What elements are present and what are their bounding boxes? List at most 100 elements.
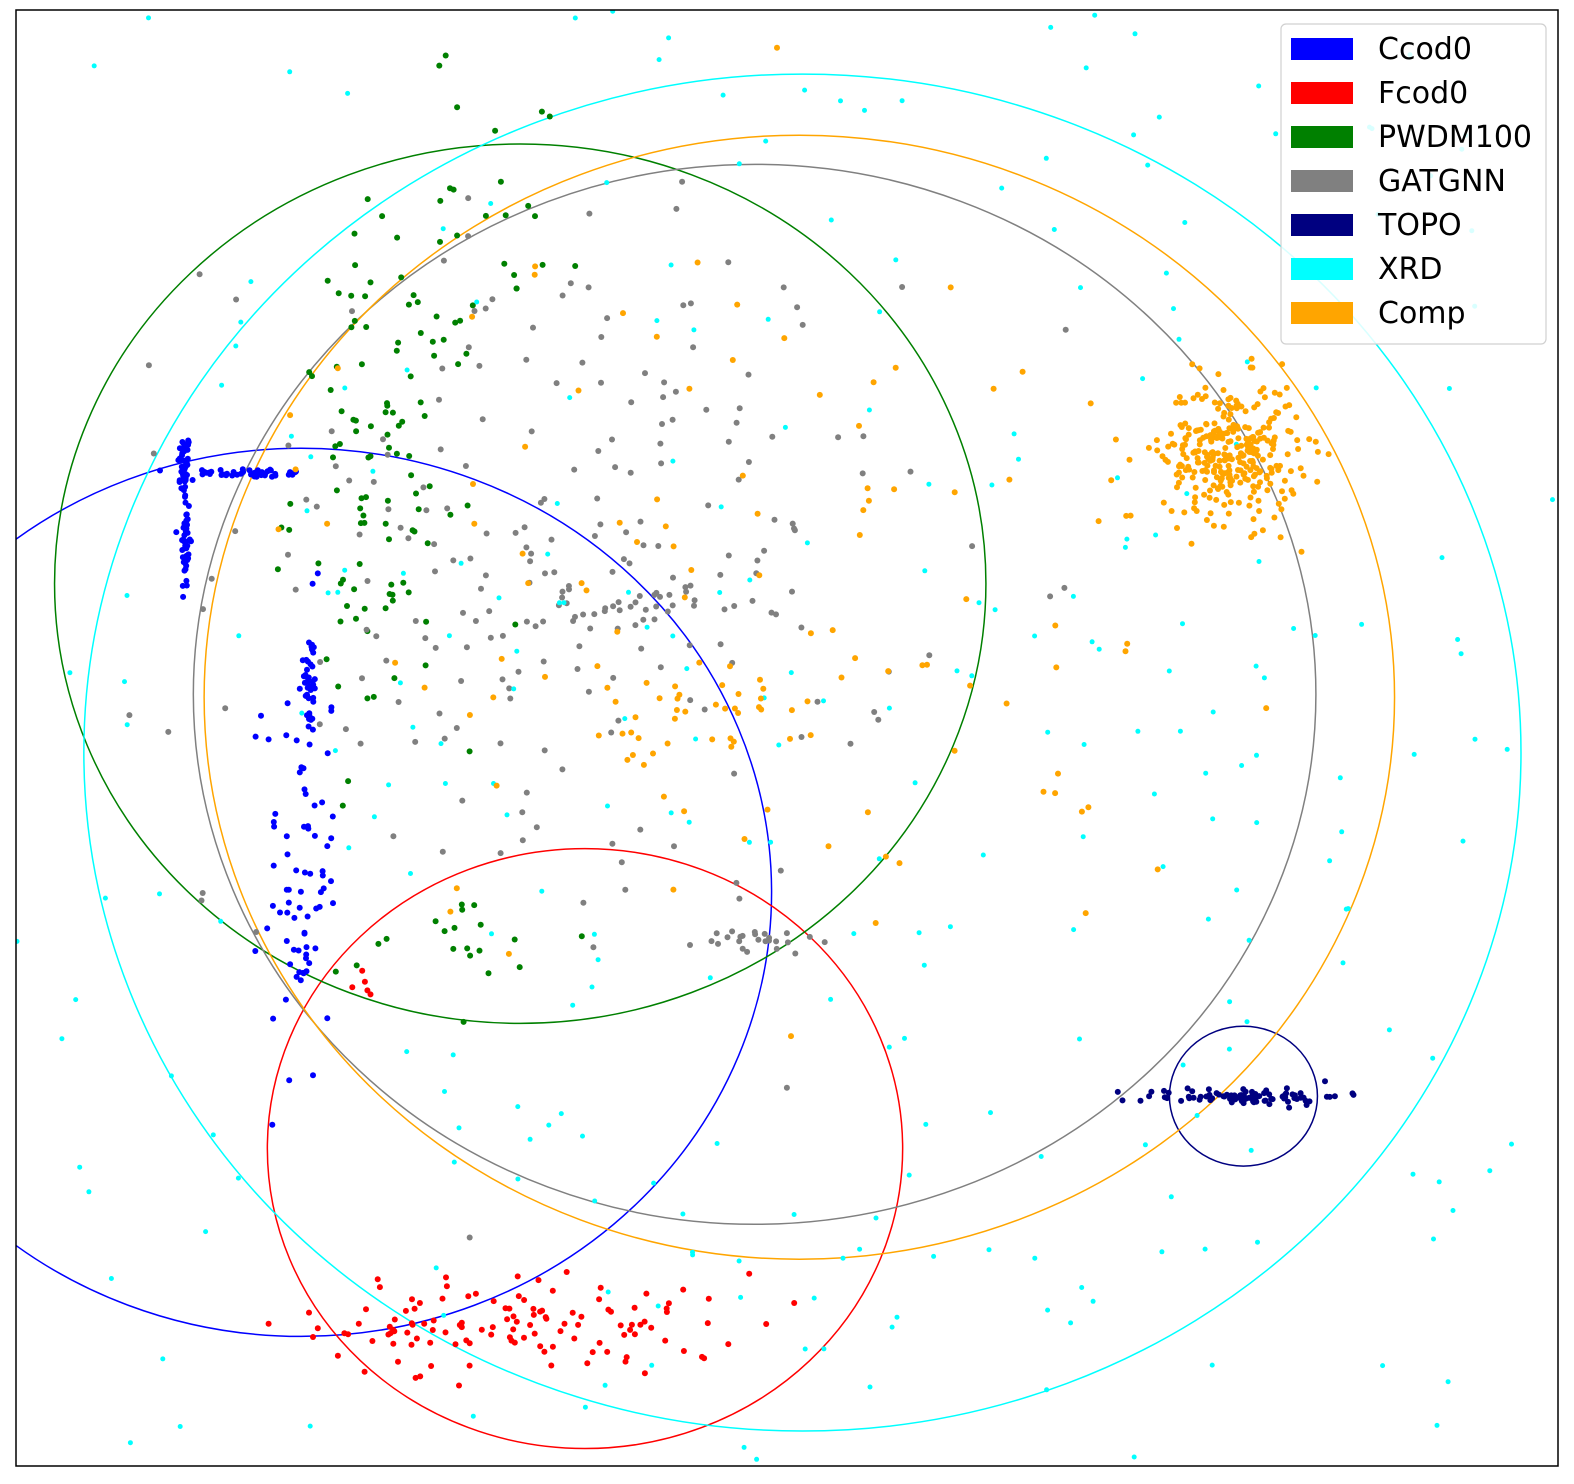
point-gatgnn (717, 571, 724, 578)
point-gatgnn (657, 440, 664, 447)
point-pwdm100 (363, 324, 370, 330)
point-xrd (1032, 1255, 1038, 1261)
point-xrd (1343, 906, 1349, 912)
point-ccod0 (199, 471, 206, 478)
point-comp (1226, 467, 1233, 474)
point-pwdm100 (353, 428, 360, 435)
point-gatgnn (773, 611, 779, 618)
point-gatgnn (303, 496, 310, 503)
point-ccod0 (261, 472, 268, 479)
point-comp (756, 572, 763, 579)
point-comp (722, 705, 729, 712)
point-xrd (582, 1404, 588, 1410)
point-pwdm100 (358, 361, 365, 368)
point-gatgnn (317, 659, 324, 665)
point-fcod0 (548, 1362, 555, 1369)
point-gatgnn (565, 583, 572, 589)
series-fcod0 (265, 967, 798, 1389)
point-comp (1246, 502, 1253, 509)
point-fcod0 (531, 1330, 538, 1337)
point-fcod0 (521, 1297, 528, 1303)
point-xrd (1504, 746, 1510, 752)
point-xrd (591, 931, 597, 937)
point-ccod0 (306, 639, 312, 646)
point-xrd (1080, 834, 1086, 840)
point-topo (1256, 1093, 1263, 1100)
point-xrd (1096, 646, 1102, 652)
point-pwdm100 (423, 618, 430, 625)
point-comp (650, 750, 656, 757)
point-ccod0 (296, 769, 303, 776)
point-gatgnn (761, 930, 768, 937)
point-comp (1220, 413, 1227, 420)
point-ccod0 (283, 833, 290, 840)
point-fcod0 (466, 1362, 473, 1369)
point-comp (951, 747, 958, 754)
point-pwdm100 (364, 695, 371, 702)
point-comp (741, 836, 748, 842)
point-comp (1190, 449, 1197, 456)
point-gatgnn (627, 603, 634, 610)
point-comp (1259, 456, 1266, 463)
series-xrd (16, 10, 1555, 1462)
point-xrd (77, 1164, 83, 1170)
point-comp (1261, 394, 1268, 401)
point-xrd (1339, 829, 1345, 835)
point-ccod0 (304, 666, 310, 673)
point-pwdm100 (388, 581, 395, 588)
point-ccod0 (311, 676, 318, 683)
point-fcod0 (395, 1358, 401, 1365)
point-fcod0 (478, 1326, 485, 1333)
point-comp (729, 357, 736, 363)
point-xrd (684, 666, 690, 672)
point-ccod0 (264, 925, 271, 932)
point-ccod0 (184, 516, 191, 523)
point-ccod0 (179, 485, 185, 492)
point-comp (1176, 394, 1183, 400)
point-pwdm100 (327, 387, 334, 393)
point-pwdm100 (454, 232, 461, 239)
point-gatgnn (739, 945, 746, 952)
legend-label-xrd: XRD (1378, 252, 1443, 287)
point-comp (963, 596, 970, 603)
point-fcod0 (359, 967, 366, 974)
point-comp (1283, 384, 1290, 391)
point-comp (505, 950, 512, 957)
point-fcod0 (663, 1305, 670, 1312)
point-gatgnn (482, 572, 489, 579)
legend-swatch-pwdm100 (1291, 126, 1353, 148)
point-gatgnn (512, 529, 519, 536)
point-comp (896, 860, 903, 867)
point-comp (1221, 470, 1228, 477)
point-comp (1226, 471, 1233, 478)
point-xrd (1411, 751, 1417, 757)
point-fcod0 (637, 1321, 644, 1328)
point-gatgnn (332, 463, 339, 470)
point-xrd (768, 839, 774, 845)
point-gatgnn (590, 944, 597, 951)
point-fcod0 (530, 1305, 537, 1312)
point-xrd (986, 1247, 992, 1253)
point-gatgnn (559, 588, 566, 595)
point-fcod0 (557, 1328, 564, 1335)
point-xrd (1032, 633, 1038, 639)
point-comp (542, 673, 548, 680)
point-gatgnn (601, 608, 608, 615)
point-ccod0 (284, 851, 291, 858)
point-gatgnn (585, 688, 592, 695)
point-gatgnn (780, 284, 787, 291)
point-gatgnn (623, 529, 630, 536)
point-ccod0 (181, 567, 188, 574)
point-ccod0 (301, 786, 308, 793)
point-xrd (1226, 1046, 1232, 1052)
point-xrd (889, 1324, 895, 1330)
point-gatgnn (594, 495, 601, 502)
point-comp (660, 793, 667, 800)
series-comp (275, 44, 1332, 1040)
point-topo (1114, 1088, 1121, 1095)
point-xrd (867, 1384, 873, 1390)
point-pwdm100 (407, 373, 414, 380)
point-comp (1312, 438, 1319, 445)
point-pwdm100 (539, 261, 546, 268)
